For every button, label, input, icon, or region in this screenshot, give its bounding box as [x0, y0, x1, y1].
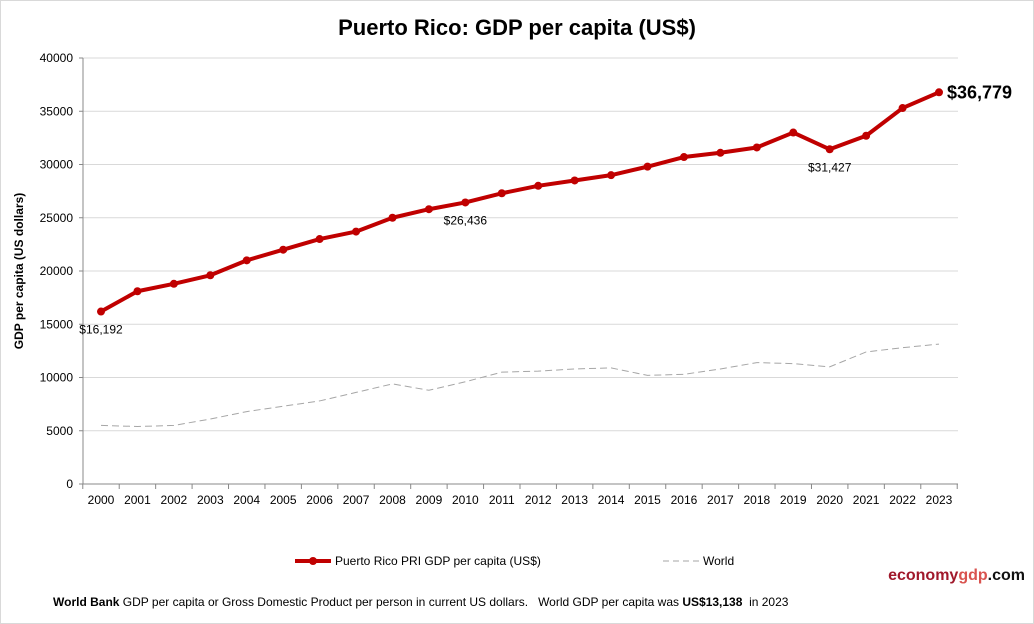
x-tick-label: 2020 [816, 493, 843, 507]
y-tick-label: 25000 [40, 211, 74, 225]
x-tick-label: 2016 [671, 493, 698, 507]
x-tick-label: 2000 [88, 493, 115, 507]
puerto-rico-point [388, 213, 397, 222]
data-label: $31,427 [808, 160, 852, 174]
legend-swatch-dashed [663, 560, 699, 562]
x-tick-label: 2008 [379, 493, 406, 507]
x-tick-label: 2006 [306, 493, 333, 507]
footer-note: World Bank GDP per capita or Gross Domes… [53, 595, 788, 609]
legend-label: World [703, 554, 735, 568]
puerto-rico-point [97, 307, 105, 316]
puerto-rico-point [352, 227, 361, 236]
puerto-rico-point [279, 245, 288, 254]
logo-part: gdp [958, 567, 988, 584]
x-tick-label: 2015 [634, 493, 661, 507]
puerto-rico-point [242, 256, 251, 265]
puerto-rico-point [679, 153, 688, 162]
series-line-world [100, 343, 940, 427]
puerto-rico-point [461, 198, 470, 207]
puerto-rico-point [424, 205, 433, 214]
x-tick-label: 2018 [743, 493, 770, 507]
puerto-rico-point [169, 279, 178, 288]
x-tick-label: 2010 [452, 493, 479, 507]
puerto-rico-point [752, 143, 761, 152]
y-tick-label: 35000 [40, 104, 74, 118]
y-tick-label: 20000 [40, 264, 74, 278]
legend-label: Puerto Rico PRI GDP per capita (US$) [335, 554, 541, 568]
puerto-rico-point [643, 162, 652, 171]
puerto-rico-point [935, 88, 943, 97]
y-tick-label: 5000 [46, 424, 73, 438]
x-tick-label: 2007 [343, 493, 370, 507]
x-tick-label: 2022 [889, 493, 916, 507]
chart-title: Puerto Rico: GDP per capita (US$) [338, 15, 696, 40]
footer-world-value: US$13,138 [682, 595, 743, 609]
logo-part: .com [987, 567, 1025, 584]
puerto-rico-point [570, 176, 579, 185]
puerto-rico-point [716, 148, 725, 157]
x-tick-label: 2003 [197, 493, 224, 507]
x-tick-label: 2011 [489, 493, 515, 507]
x-tick-label: 2009 [416, 493, 443, 507]
puerto-rico-point [789, 128, 798, 137]
puerto-rico-point [607, 171, 616, 180]
legend-swatch-solid [295, 557, 331, 565]
puerto-rico-point [862, 131, 871, 140]
x-tick-label: 2013 [561, 493, 588, 507]
puerto-rico-point [825, 145, 834, 154]
logo-part: economy [888, 567, 959, 584]
legend-item-puerto-rico: Puerto Rico PRI GDP per capita (US$) [295, 554, 541, 568]
y-tick-label: 40000 [40, 51, 74, 65]
data-label-last: $36,779 [947, 82, 1012, 102]
x-tick-label: 2005 [270, 493, 297, 507]
puerto-rico-point [206, 271, 215, 280]
x-tick-label: 2021 [853, 493, 880, 507]
x-tick-label: 2002 [161, 493, 188, 507]
data-label: $26,436 [444, 213, 488, 227]
y-tick-label: 15000 [40, 317, 74, 331]
footer-year: in 2023 [742, 595, 789, 609]
series-line-puerto-rico [100, 90, 940, 314]
x-tick-label: 2014 [598, 493, 625, 507]
x-tick-label: 2019 [780, 493, 807, 507]
y-tick-label: 30000 [40, 158, 74, 172]
x-tick-label: 2004 [233, 493, 260, 507]
y-tick-label: 10000 [40, 371, 74, 385]
x-tick-label: 2023 [926, 493, 953, 507]
x-tick-label: 2012 [525, 493, 552, 507]
footer-text: GDP per capita or Gross Domestic Product… [119, 595, 683, 609]
puerto-rico-point [898, 104, 907, 113]
legend-item-world: World [663, 554, 734, 568]
puerto-rico-point [133, 287, 142, 296]
puerto-rico-point [534, 181, 543, 190]
x-tick-label: 2017 [707, 493, 734, 507]
logo: economygdp.com [888, 567, 1025, 585]
x-tick-label: 2001 [124, 493, 151, 507]
puerto-rico-point [497, 189, 506, 198]
y-tick-label: 0 [66, 477, 73, 491]
data-label: $16,192 [79, 323, 123, 337]
footer-source: World Bank [53, 595, 120, 609]
y-axis-label: GDP per capita (US dollars) [12, 193, 26, 350]
puerto-rico-point [315, 235, 324, 244]
